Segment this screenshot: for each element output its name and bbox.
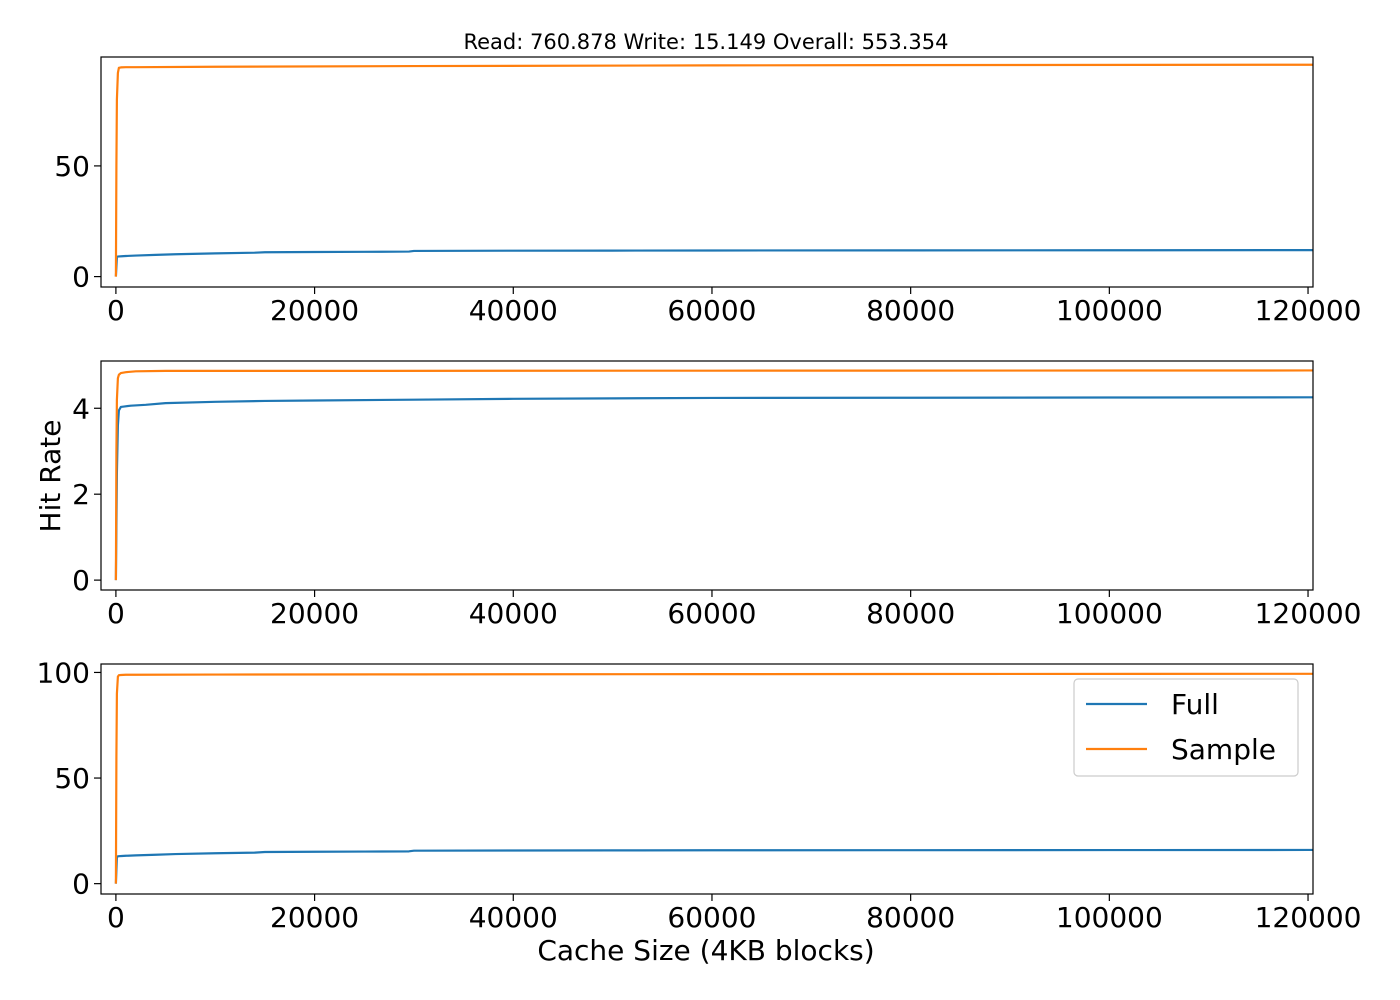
y-tick-label: 2 (72, 478, 90, 511)
series-line-sample (114, 369, 1313, 581)
y-tick-label: 0 (72, 261, 90, 294)
x-tick-label: 20000 (270, 294, 359, 327)
x-tick-label: 60000 (667, 294, 756, 327)
x-tick-label: 40000 (469, 901, 558, 934)
y-axis-label: Hit Rate (34, 420, 67, 533)
series-line-sample (114, 63, 1313, 277)
series-line-full (114, 396, 1313, 581)
x-tick-label: 60000 (667, 901, 756, 934)
y-tick-label: 0 (72, 564, 90, 597)
x-tick-label: 20000 (270, 901, 359, 934)
x-tick-label: 0 (107, 597, 125, 630)
axes-frame (100, 56, 1314, 288)
x-tick-label: 80000 (866, 901, 955, 934)
x-tick-label: 120000 (1255, 597, 1362, 630)
x-tick-label: 100000 (1056, 597, 1163, 630)
x-tick-label: 120000 (1255, 294, 1362, 327)
x-tick-label: 80000 (866, 294, 955, 327)
subplot-2: 0 20000 40000 60000 80000 100000 120000 0 2 4 (72, 360, 1362, 630)
legend: Full Sample (1073, 678, 1299, 777)
series-line-full (114, 249, 1313, 277)
x-tick-label: 20000 (270, 597, 359, 630)
y-tick-label: 50 (54, 762, 90, 795)
x-tick-label: 0 (107, 294, 125, 327)
x-tick-label: 100000 (1056, 901, 1163, 934)
x-tick-label: 40000 (469, 294, 558, 327)
y-tick-label: 50 (54, 150, 90, 183)
subplot-1: 0 20000 40000 60000 80000 100000 120000 0 50 (54, 56, 1362, 327)
x-tick-label: 0 (107, 901, 125, 934)
axes-frame (100, 360, 1314, 591)
chart-title: Read: 760.878 Write: 15.149 Overall: 553… (463, 30, 948, 54)
x-tick-label: 100000 (1056, 294, 1163, 327)
x-tick-label: 40000 (469, 597, 558, 630)
y-tick-label: 100 (37, 656, 90, 689)
axes-frame (100, 663, 1314, 895)
series-line-full (114, 848, 1313, 884)
legend-label-sample: Sample (1171, 733, 1276, 766)
series-line-sample (114, 672, 1313, 884)
x-axis-label: Cache Size (4KB blocks) (537, 934, 874, 967)
x-tick-label: 120000 (1255, 901, 1362, 934)
subplot-3: 0 20000 40000 60000 80000 100000 120000 0 50 100 (37, 656, 1362, 934)
legend-label-full: Full (1171, 688, 1219, 721)
y-tick-label: 0 (72, 868, 90, 901)
x-tick-label: 80000 (866, 597, 955, 630)
y-tick-label: 4 (72, 392, 90, 425)
x-tick-label: 60000 (667, 597, 756, 630)
